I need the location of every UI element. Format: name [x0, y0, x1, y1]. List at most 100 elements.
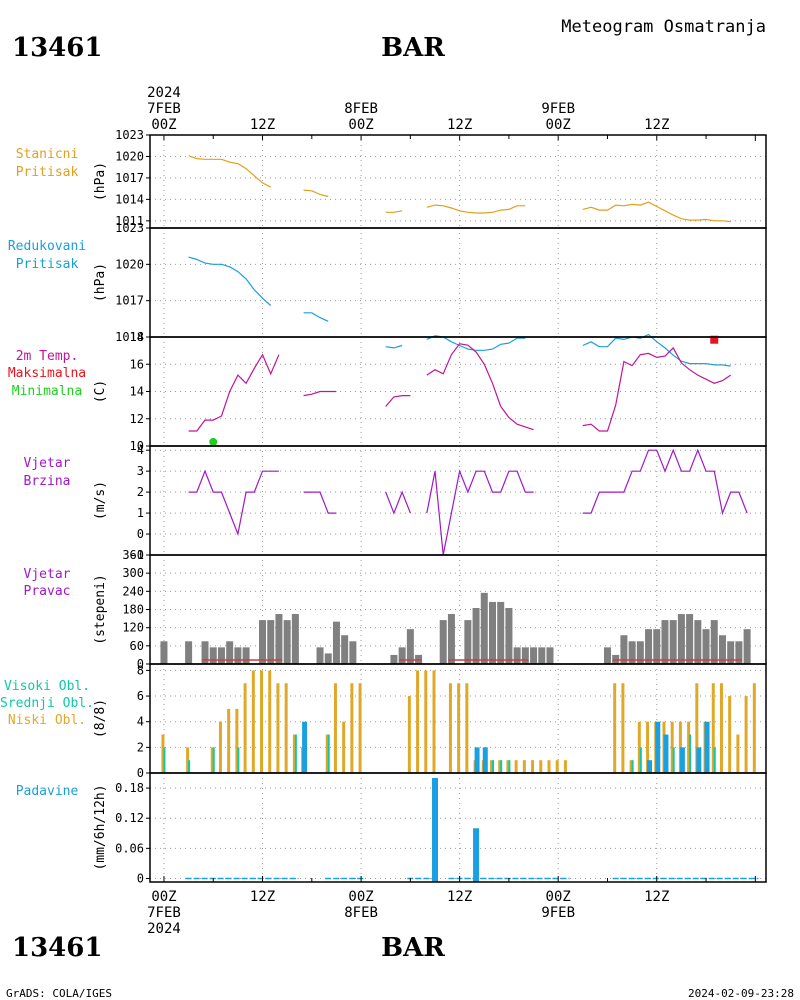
y-tick-label: 8	[137, 663, 144, 677]
cloud-low-bar	[514, 760, 518, 773]
panel-frame	[149, 227, 767, 338]
panel-frame	[149, 336, 767, 447]
bar	[242, 647, 250, 664]
panel-label: Pritisak	[16, 165, 79, 180]
bar	[259, 620, 267, 664]
bar	[217, 647, 225, 664]
bar	[628, 641, 636, 664]
cloud-low-bar	[235, 708, 239, 773]
y-tick-label: 1011	[115, 214, 144, 228]
series-line	[188, 155, 271, 188]
bar	[521, 647, 529, 664]
panel-label: Padavine	[16, 784, 79, 799]
cloud-high-bar	[689, 734, 692, 773]
cloud-low-bar	[260, 670, 264, 773]
bar	[341, 635, 349, 664]
y-axis-label: (8/8)	[93, 699, 108, 738]
cloud-low-bar	[424, 670, 428, 773]
panel-label: Maksimalna	[8, 366, 86, 381]
panel-label: Vjetar	[24, 567, 71, 582]
cloud-low-bar	[489, 760, 493, 773]
panel-label: Redukovani	[8, 239, 86, 254]
cloud-low-bar	[736, 734, 740, 773]
y-tick-label: 6	[137, 689, 144, 703]
bar	[432, 778, 439, 882]
bar	[185, 641, 193, 664]
station-id-top: 13461	[12, 33, 102, 63]
bar	[291, 614, 299, 664]
time-label-top: 8FEB	[344, 101, 378, 117]
cloud-low-bar	[687, 721, 691, 773]
bar	[464, 620, 472, 664]
panel-4: -1 0 1 2 3 4 (m/s) Vjetar Brzina	[24, 443, 767, 562]
cloud-low-bar	[251, 670, 255, 773]
y-tick-label: 10	[130, 439, 144, 453]
time-label-bottom: 12Z	[447, 889, 472, 905]
bar	[513, 647, 521, 664]
cloud-low-bar	[621, 683, 625, 773]
bar	[472, 607, 480, 664]
bar	[275, 614, 283, 664]
y-tick-label: 3	[137, 464, 144, 478]
cloud-low-bar	[547, 760, 551, 773]
bar	[324, 653, 332, 664]
series-line	[385, 395, 411, 407]
bar	[283, 620, 291, 664]
cloud-low-bar	[678, 721, 682, 773]
series-line	[582, 333, 731, 367]
bar	[505, 607, 513, 664]
time-label-top: 00Z	[151, 117, 176, 133]
bar	[718, 635, 726, 664]
bar	[497, 601, 505, 664]
cloud-low-bar	[629, 760, 633, 773]
max-temp-marker	[710, 335, 719, 344]
y-axis-label: (hPa)	[93, 263, 108, 302]
cloud-low-bar	[358, 683, 362, 773]
y-tick-label: 360	[122, 548, 144, 562]
bar	[702, 629, 710, 664]
bar	[406, 629, 414, 664]
bar	[480, 592, 488, 664]
cloud-low-bar	[465, 683, 469, 773]
cloud-low-bar	[613, 683, 617, 773]
y-tick-label: 120	[122, 621, 144, 635]
time-label-bottom: 7FEB	[147, 905, 181, 921]
series-line	[582, 448, 748, 516]
time-label-bottom: 12Z	[644, 889, 669, 905]
y-axis-label: (m/s)	[93, 481, 108, 520]
cloud-low-bar	[457, 683, 461, 773]
y-tick-label: 1020	[115, 257, 144, 271]
y-axis-label: (stepeni)	[93, 574, 108, 644]
series-line	[426, 469, 534, 556]
series-line	[188, 353, 280, 432]
y-tick-label: 0.18	[115, 781, 144, 795]
cloud-high-bar	[500, 760, 503, 773]
cloud-high-bar	[631, 760, 634, 773]
time-label-bottom: 00Z	[546, 889, 571, 905]
cloud-low-bar	[522, 760, 526, 773]
bar	[653, 629, 661, 664]
y-tick-label: 0.12	[115, 811, 144, 825]
cloud-low-bar	[186, 747, 190, 773]
time-label-top: 00Z	[348, 117, 373, 133]
time-label-top: 12Z	[250, 117, 275, 133]
cloud-low-bar	[539, 760, 543, 773]
cloud-low-bar	[498, 760, 502, 773]
panel-label: Pritisak	[16, 257, 79, 272]
y-tick-label: 16	[130, 357, 144, 371]
bar	[398, 647, 406, 664]
bar	[686, 614, 694, 664]
bar	[160, 641, 168, 664]
series-line	[426, 335, 526, 351]
y-tick-label: 12	[130, 412, 144, 426]
panel-frame	[149, 445, 767, 556]
panel-2: 1014 1017 1020 1023 (hPa) Redukovani Pritisak	[8, 221, 767, 367]
y-tick-label: 240	[122, 584, 144, 598]
cloud-high-bar	[713, 747, 716, 773]
cloud-mid-bar	[663, 734, 669, 773]
y-tick-label: 1014	[115, 330, 144, 344]
cloud-mid-bar	[696, 747, 702, 773]
bar	[209, 647, 217, 664]
series-line	[303, 390, 337, 397]
